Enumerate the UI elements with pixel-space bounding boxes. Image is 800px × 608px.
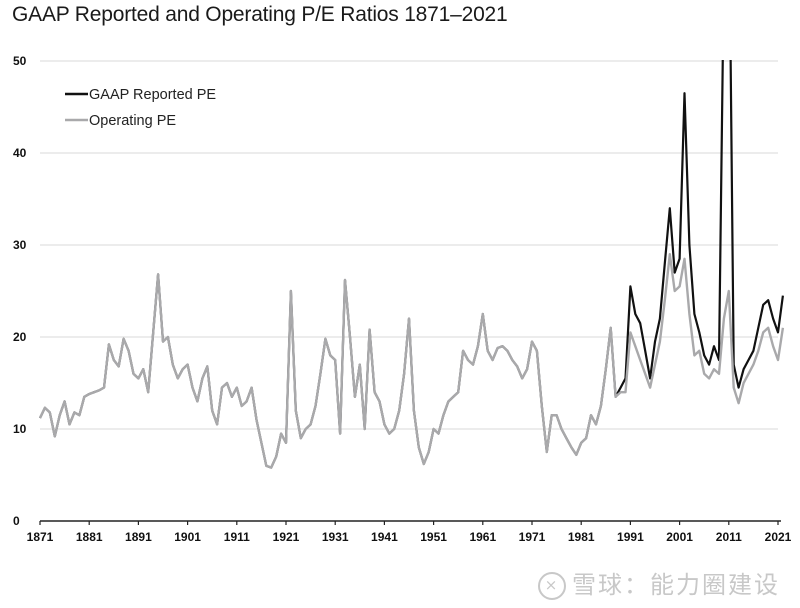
x-tick-label: 1961 <box>469 530 496 544</box>
x-tick-label: 1951 <box>420 530 447 544</box>
y-tick-label: 50 <box>13 54 27 68</box>
y-tick-label: 40 <box>13 146 27 160</box>
y-axis-ticks: 0 10 20 30 40 50 <box>13 54 27 528</box>
series-line-gaap-reported-pe <box>39 60 784 469</box>
x-tick-label: 1931 <box>322 530 349 544</box>
x-tick-label: 1901 <box>174 530 201 544</box>
watermark: × 雪球：能力圈建设 <box>538 565 780 600</box>
x-tick-label: 1891 <box>125 530 152 544</box>
x-tick-label: 1881 <box>76 530 103 544</box>
legend-label-operating: Operating PE <box>89 113 176 129</box>
y-tick-label: 10 <box>13 422 27 436</box>
x-tick-label: 2011 <box>716 530 742 544</box>
x-tick-label: 1971 <box>519 530 546 544</box>
x-axis: 1871 1881 1891 1901 1911 1921 1931 1941 1951 1961… <box>27 520 792 544</box>
y-tick-label: 30 <box>13 238 27 252</box>
x-tick-label: 2001 <box>666 530 693 544</box>
legend-label-gaap: GAAP Reported PE <box>89 87 216 103</box>
x-tick-label: 1911 <box>224 530 250 544</box>
x-tick-label: 1941 <box>371 530 398 544</box>
x-tick-label: 1981 <box>568 530 595 544</box>
x-tick-label: 1991 <box>617 530 644 544</box>
chart-title: GAAP Reported and Operating P/E Ratios 1… <box>12 3 508 26</box>
x-tick-label: 1871 <box>27 530 54 544</box>
series-line-operating-pe <box>38 252 785 469</box>
xueqiu-logo-icon: × <box>538 572 566 600</box>
x-tick-label: 2021 <box>765 530 792 544</box>
y-tick-label: 0 <box>13 514 20 528</box>
series-layer <box>38 60 785 469</box>
x-tick-label: 1921 <box>273 530 300 544</box>
watermark-text: 雪球：能力圈建设 <box>572 571 780 599</box>
y-tick-label: 20 <box>13 330 27 344</box>
legend: GAAP Reported PE Operating PE <box>65 87 216 129</box>
